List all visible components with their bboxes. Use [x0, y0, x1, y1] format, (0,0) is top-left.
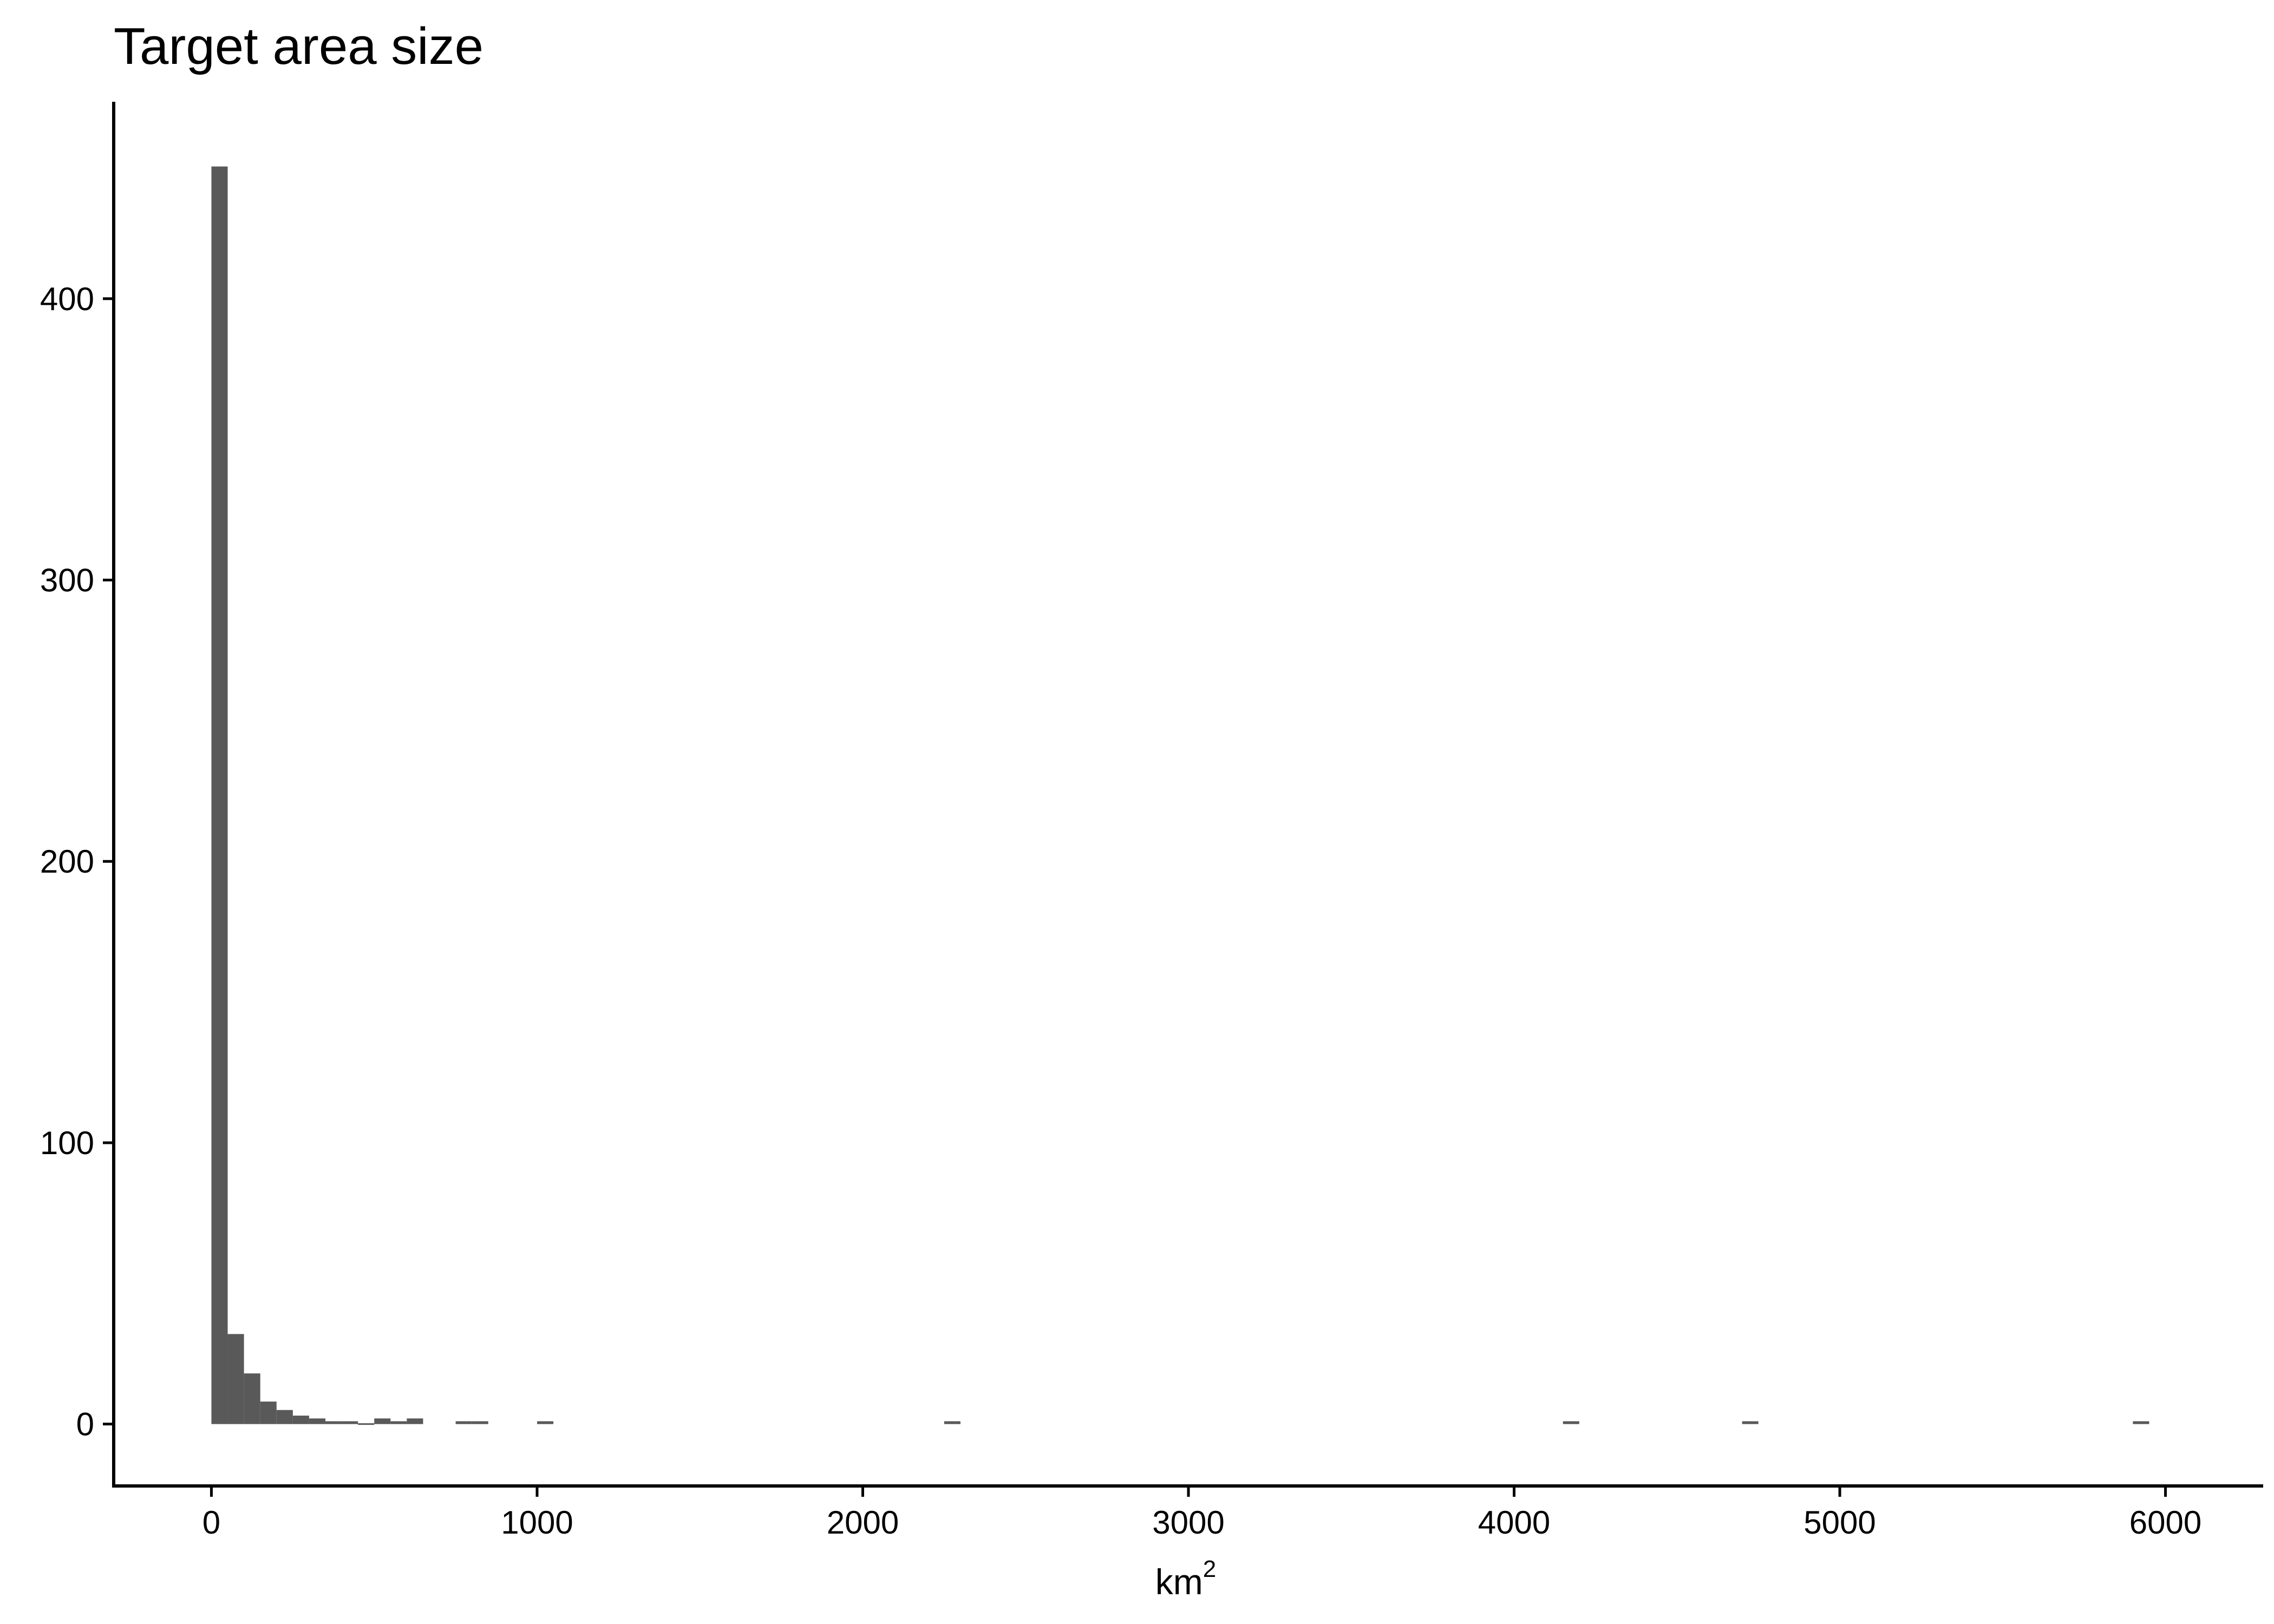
histogram-bars	[211, 166, 2149, 1425]
histogram-bar	[374, 1418, 391, 1424]
histogram-bar	[358, 1423, 375, 1425]
x-tick-label: 1000	[501, 1504, 573, 1541]
x-axis-title-exponent: 2	[1203, 1556, 1216, 1582]
histogram-bar	[472, 1421, 488, 1424]
histogram-bar	[1563, 1421, 1579, 1424]
histogram-bar	[260, 1402, 277, 1424]
y-axis-ticks: 0 100 200 300 400	[40, 281, 114, 1443]
histogram-bar	[455, 1421, 472, 1424]
histogram-bar	[325, 1421, 342, 1424]
histogram-bar	[944, 1421, 960, 1424]
histogram-bar	[292, 1416, 309, 1424]
x-axis-title-unit: km	[1155, 1562, 1203, 1602]
histogram-bar	[227, 1334, 244, 1424]
x-tick-label: 4000	[1478, 1504, 1550, 1541]
histogram-bar	[537, 1421, 554, 1424]
histogram-bar	[211, 166, 228, 1424]
x-tick-label: 0	[202, 1504, 220, 1541]
histogram-bar	[309, 1418, 325, 1424]
histogram-bar	[390, 1421, 407, 1424]
histogram-bar	[1742, 1421, 1759, 1424]
histogram-bar	[2133, 1421, 2149, 1424]
x-tick-label: 3000	[1152, 1504, 1224, 1541]
y-tick-label: 400	[40, 281, 94, 317]
chart-title: Target area size	[114, 17, 483, 75]
histogram-bar	[276, 1410, 293, 1424]
y-tick-label: 200	[40, 843, 94, 880]
x-axis-ticks: 0 1000 2000 3000 4000 5000 6000	[202, 1486, 2201, 1541]
y-tick-label: 300	[40, 562, 94, 599]
histogram-bar	[342, 1421, 358, 1424]
x-tick-label: 6000	[2129, 1504, 2201, 1541]
histogram-bar	[244, 1373, 260, 1424]
x-tick-label: 5000	[1803, 1504, 1876, 1541]
y-tick-label: 100	[40, 1125, 94, 1161]
y-tick-label: 0	[76, 1406, 94, 1443]
histogram-bar	[407, 1418, 423, 1424]
x-axis-title: km2	[1155, 1556, 1216, 1602]
x-tick-label: 2000	[827, 1504, 899, 1541]
